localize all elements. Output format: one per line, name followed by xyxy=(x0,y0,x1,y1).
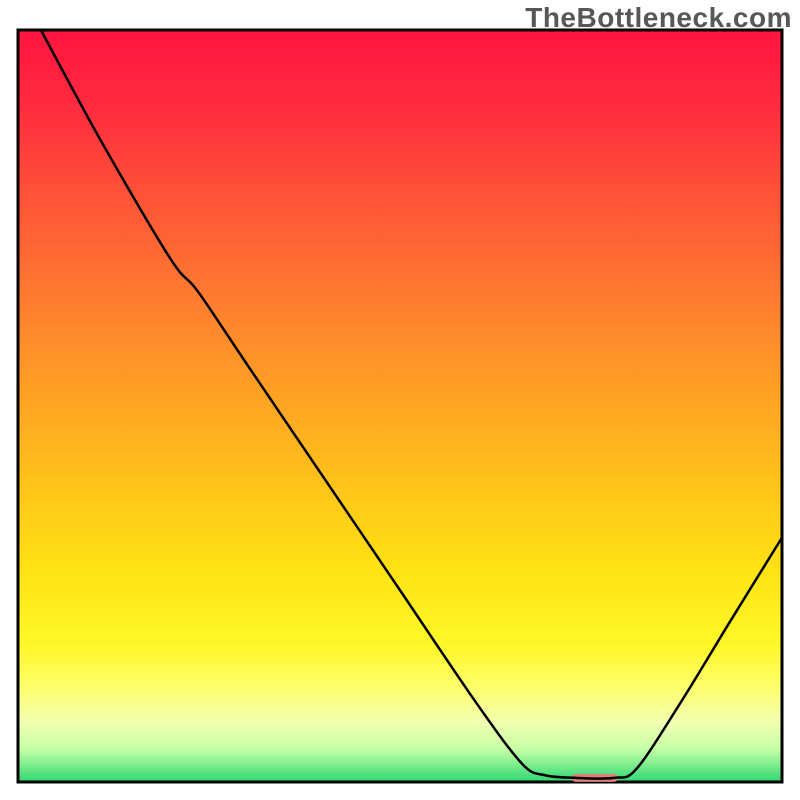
figure-container: TheBottleneck.com xyxy=(0,0,800,800)
gradient-background xyxy=(18,30,782,782)
watermark-text: TheBottleneck.com xyxy=(525,2,792,34)
bottleneck-chart xyxy=(0,0,800,800)
